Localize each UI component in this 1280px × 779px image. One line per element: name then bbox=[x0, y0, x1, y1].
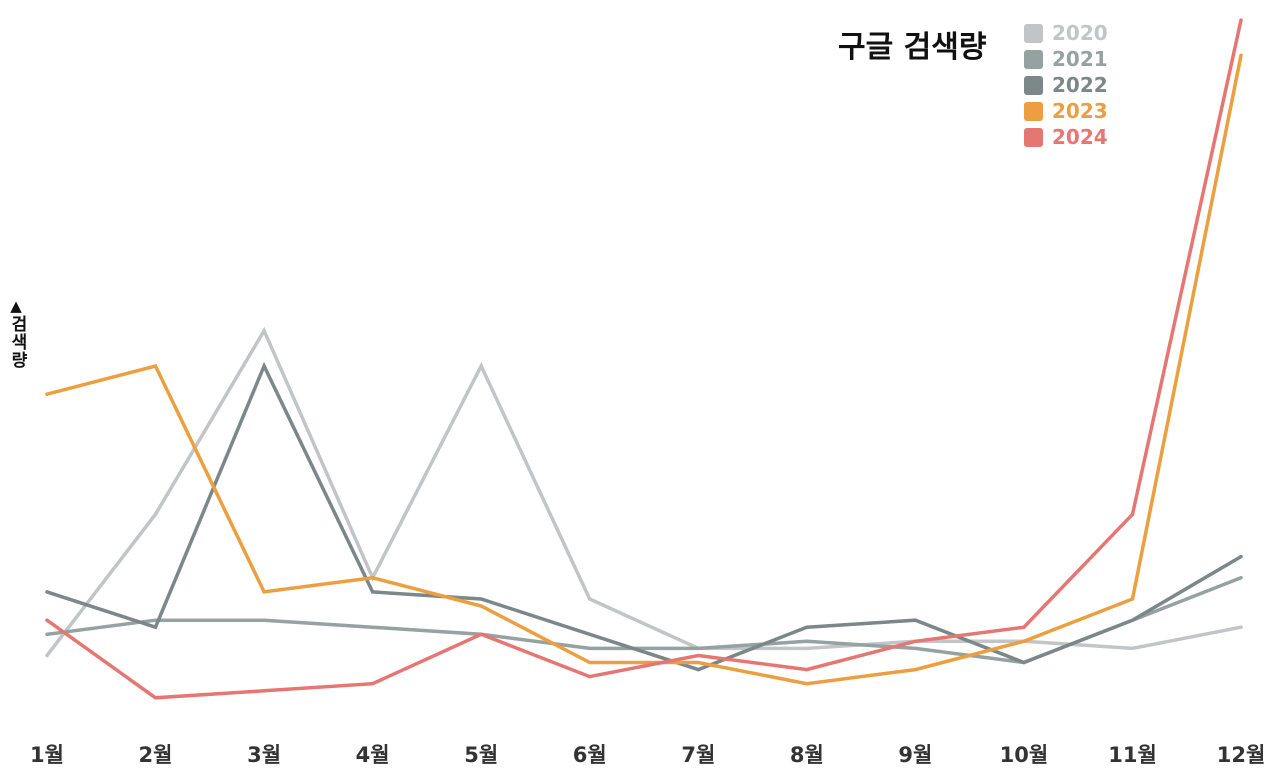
y-axis-label-text: 검색량 bbox=[7, 315, 27, 369]
legend-swatch bbox=[1024, 127, 1043, 147]
legend-label: 2021 bbox=[1052, 47, 1108, 71]
x-tick-label: 2월 bbox=[139, 743, 173, 767]
data-point-2021-8[interactable] bbox=[805, 639, 809, 643]
data-point-2021-6[interactable] bbox=[588, 646, 592, 651]
data-point-2023-10[interactable] bbox=[1022, 639, 1026, 643]
series-line-2024[interactable] bbox=[45, 18, 1243, 700]
data-point-2020-5[interactable] bbox=[479, 364, 483, 368]
series-lines bbox=[45, 18, 1243, 700]
data-point-2022-9[interactable] bbox=[913, 618, 918, 622]
data-point-2023-12[interactable] bbox=[1239, 53, 1243, 58]
legend-label: 2024 bbox=[1052, 125, 1108, 149]
data-point-2021-12[interactable] bbox=[1239, 576, 1243, 580]
data-point-2020-2[interactable] bbox=[153, 512, 158, 516]
legend-item-2024[interactable]: 2024 bbox=[1024, 124, 1108, 150]
series-2024 bbox=[45, 18, 1243, 700]
data-point-2022-1[interactable] bbox=[45, 590, 49, 594]
data-point-2024-5[interactable] bbox=[479, 632, 483, 636]
x-tick-label: 12월 bbox=[1217, 743, 1266, 767]
data-point-2023-5[interactable] bbox=[479, 604, 483, 608]
x-tick-label: 8월 bbox=[790, 743, 824, 767]
legend: 2020 2021 2022 2023 2024 bbox=[1024, 20, 1108, 150]
legend-item-2023[interactable]: 2023 bbox=[1024, 98, 1108, 124]
series-2023 bbox=[45, 53, 1243, 686]
x-tick-label: 7월 bbox=[681, 743, 715, 767]
data-point-2022-10[interactable] bbox=[1022, 660, 1026, 665]
data-point-2020-1[interactable] bbox=[45, 653, 49, 658]
data-point-2021-3[interactable] bbox=[262, 618, 266, 622]
data-point-2024-7[interactable] bbox=[696, 653, 700, 658]
x-tick-label: 10월 bbox=[1000, 743, 1049, 767]
series-line-2023[interactable] bbox=[45, 53, 1243, 686]
chart-title: 구글 검색량 bbox=[838, 30, 987, 65]
data-point-2023-8[interactable] bbox=[805, 682, 809, 686]
data-point-2024-2[interactable] bbox=[153, 696, 158, 700]
data-point-2023-2[interactable] bbox=[153, 364, 158, 368]
legend-swatch bbox=[1024, 23, 1043, 43]
series-line-2022[interactable] bbox=[45, 361, 1243, 672]
x-tick-label: 4월 bbox=[356, 743, 390, 767]
data-point-2023-7[interactable] bbox=[696, 660, 700, 665]
legend-label: 2022 bbox=[1052, 73, 1108, 97]
data-point-2024-3[interactable] bbox=[262, 689, 266, 693]
series-2020 bbox=[45, 326, 1243, 658]
data-point-2022-2[interactable] bbox=[153, 625, 158, 629]
data-point-2024-4[interactable] bbox=[371, 682, 375, 686]
x-tick-label: 6월 bbox=[573, 743, 607, 767]
legend-label: 2023 bbox=[1052, 99, 1108, 123]
x-tick-label: 9월 bbox=[898, 743, 932, 767]
data-point-2022-11[interactable] bbox=[1130, 618, 1135, 622]
data-point-2023-3[interactable] bbox=[262, 590, 266, 594]
x-tick-label: 11월 bbox=[1108, 743, 1157, 767]
data-point-2024-1[interactable] bbox=[45, 618, 49, 622]
data-point-2022-7[interactable] bbox=[696, 668, 700, 672]
data-point-2023-4[interactable] bbox=[371, 576, 375, 580]
legend-label: 2020 bbox=[1052, 21, 1108, 45]
series-line-2021[interactable] bbox=[45, 576, 1243, 665]
data-point-2021-4[interactable] bbox=[371, 625, 375, 629]
data-point-2021-1[interactable] bbox=[45, 632, 49, 636]
series-2022 bbox=[45, 361, 1243, 672]
data-point-2020-3[interactable] bbox=[262, 329, 266, 333]
data-point-2022-4[interactable] bbox=[371, 590, 375, 594]
data-point-2024-9[interactable] bbox=[913, 639, 918, 643]
data-point-2020-12[interactable] bbox=[1239, 625, 1243, 629]
legend-swatch bbox=[1024, 75, 1043, 95]
legend-swatch bbox=[1024, 101, 1043, 121]
x-tick-label: 3월 bbox=[247, 743, 281, 767]
data-point-2020-8[interactable] bbox=[805, 646, 809, 651]
x-axis-ticks: 1월 2월 3월 4월 5월 6월 7월 8월 9월 10월 11월 12월 bbox=[30, 743, 1265, 767]
legend-swatch bbox=[1024, 49, 1043, 69]
data-point-2022-6[interactable] bbox=[588, 632, 592, 636]
data-point-2023-1[interactable] bbox=[45, 392, 49, 396]
data-point-2022-8[interactable] bbox=[805, 625, 809, 629]
x-tick-label: 5월 bbox=[464, 743, 498, 767]
data-point-2021-7[interactable] bbox=[696, 646, 700, 651]
legend-item-2022[interactable]: 2022 bbox=[1024, 72, 1108, 98]
data-point-2024-11[interactable] bbox=[1130, 512, 1135, 516]
up-arrow-icon: ▲ bbox=[10, 297, 22, 315]
y-axis-label: ▲ 검색량 bbox=[5, 297, 27, 369]
data-point-2023-6[interactable] bbox=[588, 660, 592, 665]
data-point-2023-11[interactable] bbox=[1130, 597, 1135, 601]
data-point-2024-10[interactable] bbox=[1022, 625, 1026, 629]
data-point-2023-9[interactable] bbox=[913, 668, 918, 672]
data-point-2020-11[interactable] bbox=[1130, 646, 1135, 651]
data-point-2024-8[interactable] bbox=[805, 668, 809, 672]
data-point-2020-6[interactable] bbox=[588, 597, 592, 601]
legend-item-2021[interactable]: 2021 bbox=[1024, 46, 1108, 72]
data-point-2022-12[interactable] bbox=[1239, 555, 1243, 559]
data-point-2021-9[interactable] bbox=[913, 646, 918, 651]
legend-item-2020[interactable]: 2020 bbox=[1024, 20, 1108, 46]
data-point-2022-3[interactable] bbox=[262, 364, 266, 368]
data-point-2022-5[interactable] bbox=[479, 597, 483, 601]
x-tick-label: 1월 bbox=[30, 743, 64, 767]
data-point-2024-12[interactable] bbox=[1239, 18, 1243, 22]
data-point-2024-6[interactable] bbox=[588, 675, 592, 679]
series-line-2020[interactable] bbox=[45, 326, 1243, 658]
